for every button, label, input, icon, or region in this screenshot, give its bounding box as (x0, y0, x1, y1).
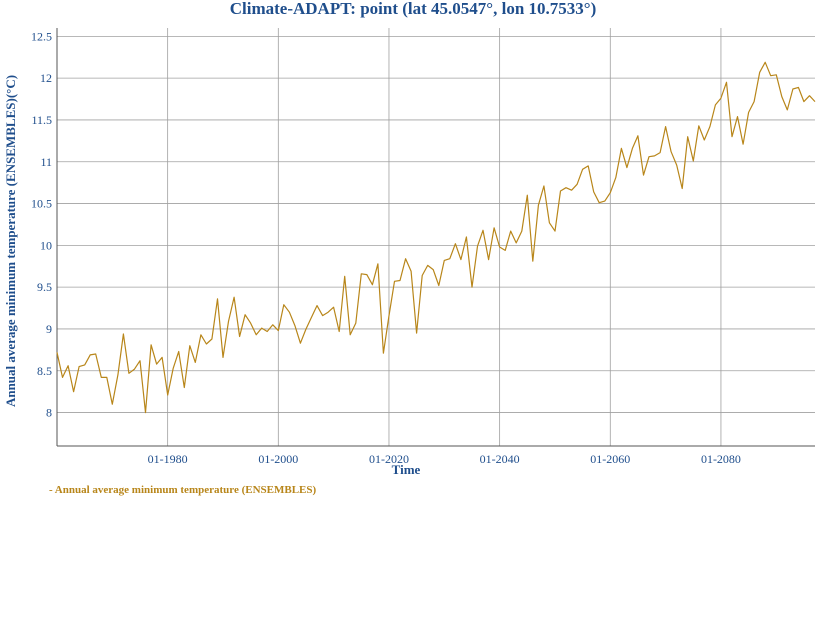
x-tick-label: 01-2020 (369, 452, 409, 466)
y-tick-labels: 8 8.5 9 9.5 10 10.5 11 11.5 12 12.5 (31, 29, 52, 419)
x-tick-label: 01-2060 (590, 452, 630, 466)
x-tick-label: 01-2040 (480, 452, 520, 466)
y-tick-label: 12.5 (31, 29, 52, 43)
x-tick-label: 01-2080 (701, 452, 741, 466)
y-tick-label: 10 (40, 238, 52, 252)
series-group (56, 61, 816, 414)
x-tick-label: 01-2000 (258, 452, 298, 466)
axes (56, 28, 815, 447)
legend-entry[interactable]: - Annual average minimum temperature (EN… (49, 484, 316, 496)
y-tick-label: 12 (40, 71, 52, 85)
y-tick-label: 11 (40, 155, 52, 169)
series-line (56, 61, 816, 414)
y-tick-label: 11.5 (31, 113, 52, 127)
y-tick-label: 8.5 (37, 364, 52, 378)
x-tick-label: 01-1980 (148, 452, 188, 466)
y-tick-label: 9.5 (37, 280, 52, 294)
y-axis-title: Annual average minimum temperature (ENSE… (3, 75, 18, 407)
y-tick-label: 9 (46, 322, 52, 336)
chart-title: Climate-ADAPT: point (lat 45.0547°, lon … (230, 0, 596, 18)
x-axis-title: Time (392, 462, 421, 477)
y-tick-label: 8 (46, 406, 52, 420)
grid (57, 28, 815, 446)
y-tick-label: 10.5 (31, 197, 52, 211)
x-tick-labels: 01-1980 01-2000 01-2020 01-2040 01-2060 01-20… (148, 452, 741, 466)
